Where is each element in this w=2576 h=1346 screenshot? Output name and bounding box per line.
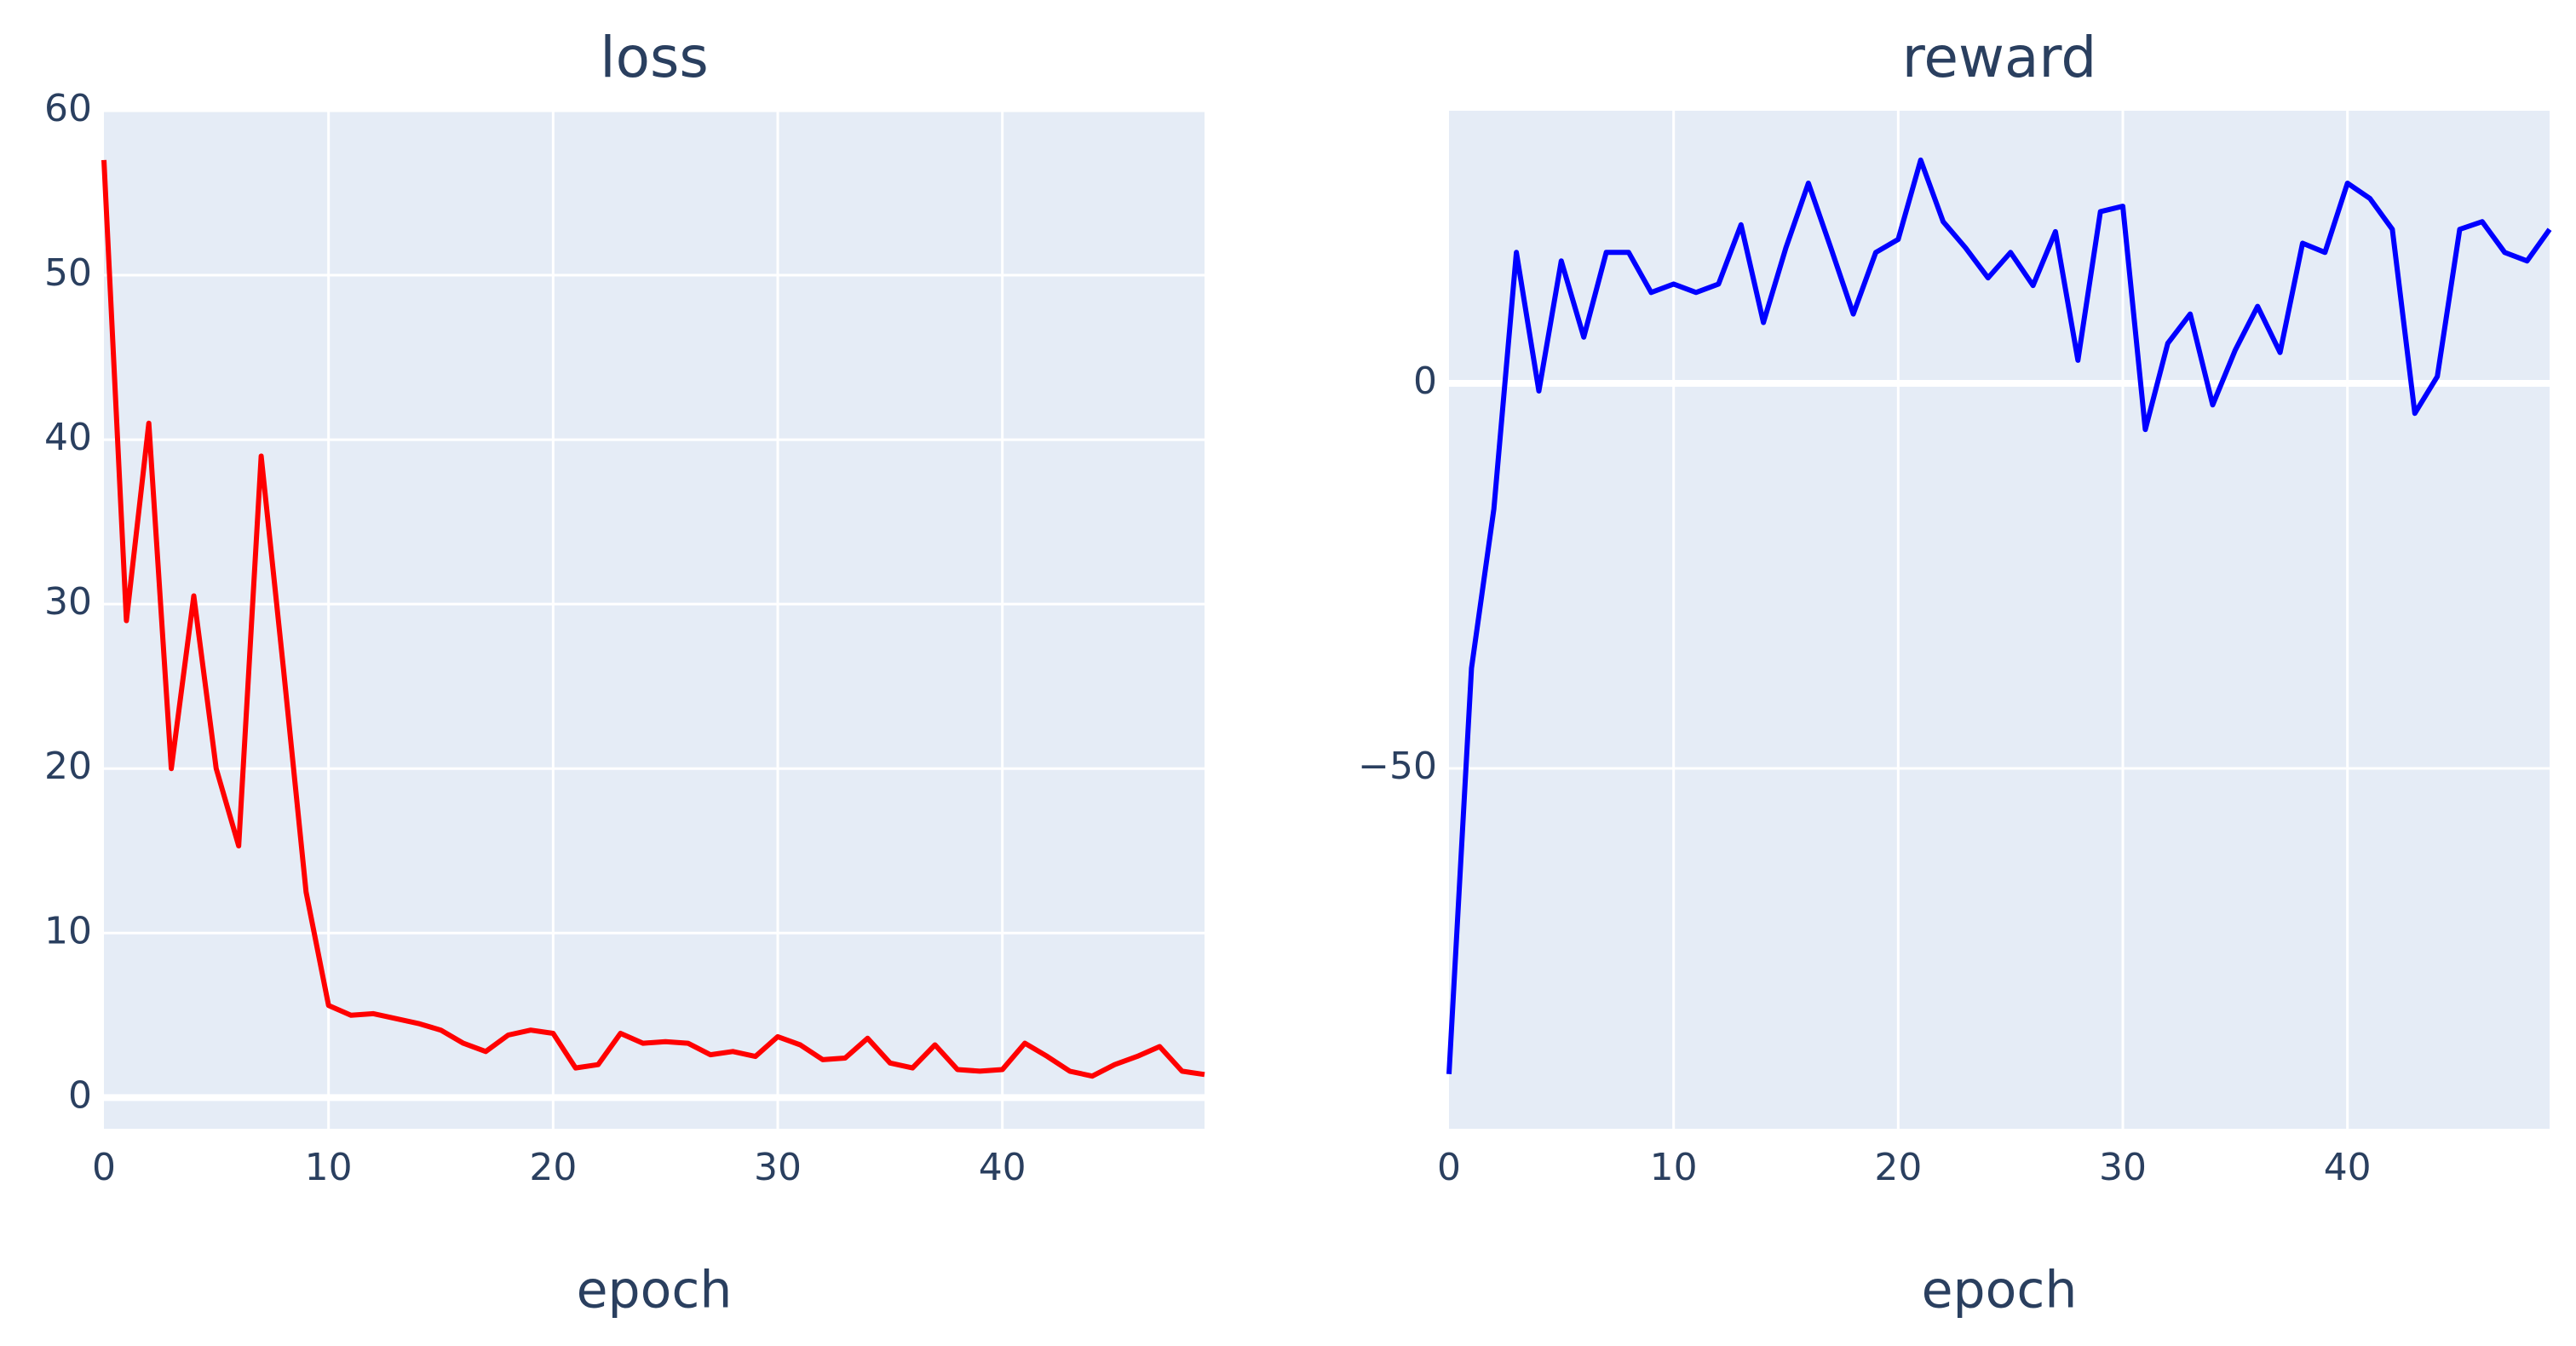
y-tick-label: 0 [68, 1073, 92, 1117]
y-tick-label: 60 [44, 87, 92, 130]
x-tick-label: 0 [1437, 1146, 1461, 1189]
y-tick-label: 0 [1413, 360, 1437, 403]
y-tick-label: 10 [44, 909, 92, 952]
x-tick-label: 0 [92, 1146, 116, 1189]
y-tick-label: −50 [1358, 745, 1437, 788]
line [1446, 157, 2552, 1074]
chart-title: reward [1902, 25, 2097, 90]
y-tick-label: 40 [44, 416, 92, 459]
x-tick-label: 30 [2099, 1146, 2147, 1189]
x-axis-title: epoch [1922, 1261, 2078, 1320]
y-tick-label: 20 [44, 745, 92, 788]
x-tick-label: 10 [305, 1146, 353, 1189]
x-tick-label: 40 [979, 1146, 1026, 1189]
x-tick-label: 20 [1874, 1146, 1922, 1189]
y-tick-label: 50 [44, 251, 92, 295]
line [101, 159, 1205, 1079]
y-tick-label: 30 [44, 580, 92, 624]
plot-area [104, 111, 1205, 1129]
x-tick-label: 40 [2324, 1146, 2372, 1189]
chart-title: loss [600, 25, 709, 90]
x-tick-label: 10 [1650, 1146, 1698, 1189]
x-axis-title: epoch [577, 1261, 733, 1320]
x-tick-label: 30 [754, 1146, 802, 1189]
x-tick-label: 20 [529, 1146, 577, 1189]
plot-area [1449, 111, 2550, 1129]
